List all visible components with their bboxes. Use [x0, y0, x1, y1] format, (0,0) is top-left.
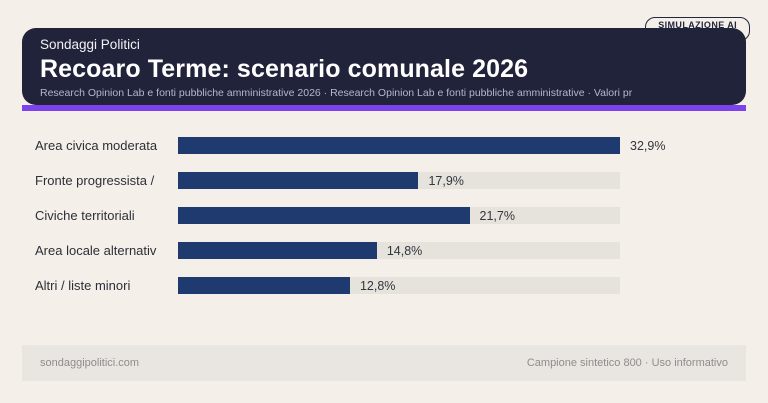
simulation-badge-label: SIMULAZIONE AI [658, 20, 737, 30]
value-label: 14,8% [386, 243, 423, 258]
category-label: Civiche territoriali [35, 208, 135, 223]
bar [178, 172, 419, 189]
bar [178, 277, 350, 294]
value-label: 12,8% [359, 278, 396, 293]
bar-track: 12,8% [178, 277, 620, 294]
accent-divider [22, 105, 746, 111]
bar-track: 14,8% [178, 242, 620, 259]
chart-row: Area civica moderata 32,9% [35, 128, 755, 163]
bar [178, 137, 620, 154]
chart-row: Civiche territoriali 21,7% [35, 198, 755, 233]
chart-row: Altri / liste minori 12,8% [35, 268, 755, 303]
category-label: Fronte progressista / [35, 173, 155, 188]
value-label: 17,9% [428, 173, 464, 188]
value-label: 32,9% [630, 138, 666, 153]
footer-site-label: sondaggipolitici.com [40, 357, 140, 369]
footer-note-label: Campione sintetico 800 · Uso informativo [526, 357, 728, 369]
bar-track: 32,9% [178, 137, 665, 154]
category-label: Area civica moderata [35, 138, 158, 153]
page-title: Recoaro Terme: scenario comunale 2026 [40, 55, 529, 83]
category-label: Area locale alternativ [35, 243, 157, 258]
brand-label: Sondaggi Politici [40, 37, 140, 52]
value-label: 21,7% [479, 208, 515, 223]
bar-track: 21,7% [178, 207, 620, 224]
category-label: Altri / liste minori [35, 278, 131, 293]
bar [178, 207, 470, 224]
bar-chart: Area civica moderata 32,9% Fronte progress… [35, 128, 755, 303]
header-card: Sondaggi Politici Recoaro Terme: scenari… [22, 28, 746, 105]
chart-row: Area locale alternativ 14,8% [35, 233, 755, 268]
chart-subtitle: Research Opinion Lab e fonti pubbliche a… [40, 87, 633, 99]
bar-track: 17,9% [178, 172, 620, 189]
chart-row: Fronte progressista / 17,9% [35, 163, 755, 198]
footer: sondaggipolitici.com Campione sintetico … [22, 345, 746, 381]
bar [178, 242, 377, 259]
